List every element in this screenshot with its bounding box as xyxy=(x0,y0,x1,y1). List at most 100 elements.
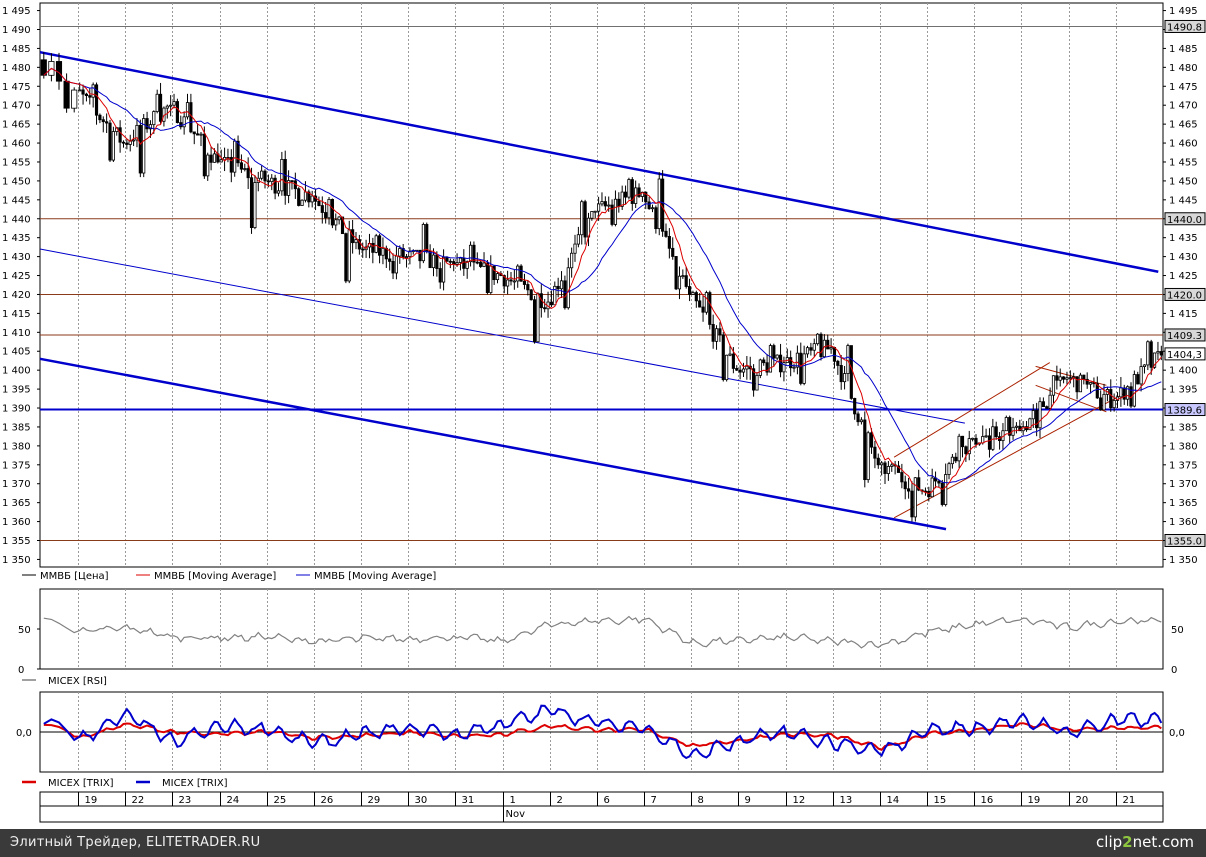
candle-body xyxy=(239,162,244,170)
date-label: 14 xyxy=(887,795,900,806)
candle-body xyxy=(384,247,388,260)
candle-body xyxy=(829,347,833,350)
level-price-tag xyxy=(1164,347,1206,361)
date-label: 30 xyxy=(415,795,428,806)
candle-body xyxy=(876,457,880,466)
candle-body xyxy=(1004,417,1008,432)
y-tick-label-right: 1 435 xyxy=(1169,233,1198,244)
candle-body xyxy=(495,273,500,281)
rsi-line xyxy=(43,615,1162,649)
y-tick-label-left: 1 475 xyxy=(2,82,31,93)
candle-body xyxy=(694,292,698,302)
candle-body xyxy=(816,333,820,345)
candle-body xyxy=(280,159,284,192)
date-label: 29 xyxy=(368,795,381,806)
y-tick-label-left: 1 430 xyxy=(2,252,31,263)
y-tick-label-left: 1 410 xyxy=(2,328,31,339)
candle-body xyxy=(1085,378,1089,385)
candle-body xyxy=(310,195,314,203)
candle-body xyxy=(182,116,186,128)
candle-body xyxy=(155,93,159,112)
y-tick-label-left: 1 470 xyxy=(2,101,31,112)
candle-body xyxy=(347,229,351,282)
candle-body xyxy=(947,463,951,475)
level-price-tag xyxy=(1164,534,1206,548)
y-tick-label-right: 1 415 xyxy=(1169,309,1198,320)
candle-body xyxy=(647,201,651,210)
date-label: 26 xyxy=(321,795,334,806)
candle-body xyxy=(603,201,607,207)
candle-body xyxy=(576,234,580,245)
legend-label: ММВБ [Цена] xyxy=(40,571,109,582)
candle-body xyxy=(63,80,70,109)
candle-body xyxy=(465,261,469,269)
candle-body xyxy=(782,362,786,373)
candle-body xyxy=(1136,374,1140,385)
date-label: 2 xyxy=(557,795,563,806)
candle-body xyxy=(357,239,361,250)
candle-body xyxy=(273,177,277,194)
footer-bar: Элитный Трейдер, ELITETRADER.RU clip2net… xyxy=(0,829,1206,857)
candle-body xyxy=(650,207,655,210)
candle-body xyxy=(600,201,604,205)
y-tick-label-right: 1 400 xyxy=(1169,366,1198,377)
candle-body xyxy=(971,437,975,440)
date-label: 8 xyxy=(698,795,704,806)
flag-lower-line xyxy=(1035,384,1107,413)
candle-body xyxy=(984,435,988,438)
candle-body xyxy=(805,347,810,355)
candle-body xyxy=(593,210,597,213)
candle-body xyxy=(516,265,520,282)
y-tick-label-left: 1 420 xyxy=(2,290,31,301)
candle-body xyxy=(866,432,870,481)
candle-body xyxy=(775,354,779,359)
y-tick-label-left: 1 365 xyxy=(2,498,31,509)
level-price-tag-label: 1355.0 xyxy=(1167,537,1202,548)
candle-body xyxy=(944,474,948,505)
y-tick-label-left: 1 375 xyxy=(2,460,31,471)
clip2net-logo: clip2net.com xyxy=(1096,833,1194,851)
candle-body xyxy=(684,275,688,287)
candle-body xyxy=(812,343,816,351)
candle-body xyxy=(735,368,739,371)
candle-body xyxy=(502,275,506,287)
candle-body xyxy=(330,199,334,226)
candle-body xyxy=(84,93,89,96)
candle-body xyxy=(175,101,179,123)
candle-body xyxy=(233,140,237,173)
date-label: 19 xyxy=(85,795,98,806)
candle-body xyxy=(1024,426,1029,431)
date-label: 31 xyxy=(462,795,475,806)
candle-body xyxy=(209,154,213,163)
candle-body xyxy=(1051,375,1056,396)
candle-body xyxy=(431,254,436,269)
candle-body xyxy=(725,354,729,381)
candle-body xyxy=(795,352,799,368)
candle-body xyxy=(263,170,267,182)
candle-body xyxy=(108,122,112,161)
candle-body xyxy=(91,84,95,98)
candle-body xyxy=(930,477,934,498)
candle-body xyxy=(708,292,712,325)
candle-body xyxy=(1075,376,1079,393)
candle-body xyxy=(455,262,459,265)
candle-body xyxy=(148,124,153,130)
y-tick-label-left: 1 490 xyxy=(2,25,31,36)
candle-body xyxy=(404,256,409,259)
ma-red-line xyxy=(43,67,1162,495)
y-tick-label-left: 1 485 xyxy=(2,44,31,55)
candle-body xyxy=(917,477,921,491)
candle-body xyxy=(1146,341,1150,366)
candle-body xyxy=(276,190,281,194)
candle-body xyxy=(249,177,254,229)
y-tick-label-right: 1 445 xyxy=(1169,195,1198,206)
candle-body xyxy=(890,464,894,467)
candle-body xyxy=(1149,341,1153,368)
y-tick-label-right: 1 465 xyxy=(1169,120,1198,131)
candle-body xyxy=(627,179,631,198)
date-axis xyxy=(39,791,1164,823)
candle-body xyxy=(745,365,749,370)
candle-body xyxy=(556,285,560,290)
candle-body xyxy=(907,488,911,492)
candle-body xyxy=(297,188,301,206)
